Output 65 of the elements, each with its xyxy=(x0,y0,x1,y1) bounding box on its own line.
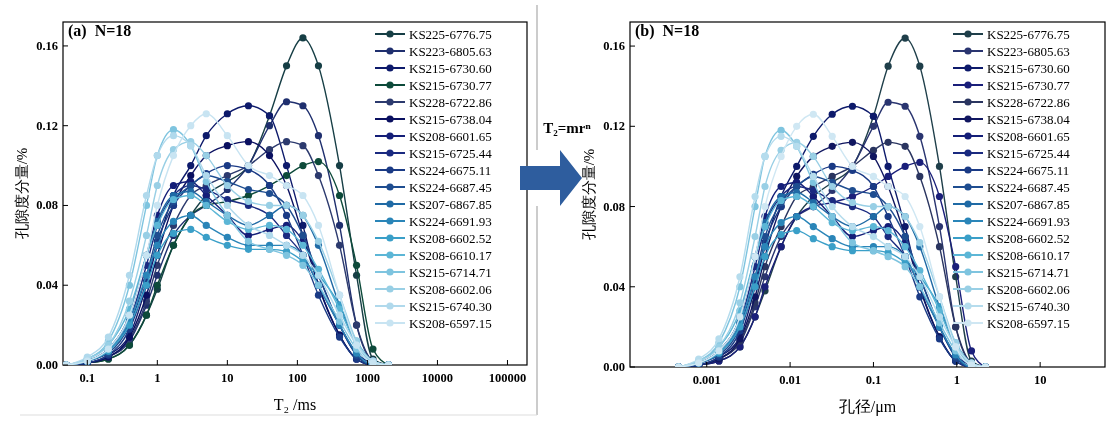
legend-label: KS224-6687.45 xyxy=(409,179,492,195)
x-tick-label: 0.1 xyxy=(865,373,882,387)
x-tick-label: 100 xyxy=(288,371,307,385)
legend-label: KS223-6805.63 xyxy=(987,43,1070,59)
legend-label: KS207-6867.85 xyxy=(987,196,1070,212)
legend-label: KS215-6730.60 xyxy=(409,60,492,76)
legend-label: KS215-6738.04 xyxy=(987,111,1071,127)
legend-label: KS208-6601.65 xyxy=(409,128,492,144)
y-axis-title: 孔隙度分量/% xyxy=(581,148,597,241)
legend-label: KS224-6691.93 xyxy=(987,213,1070,229)
legend-label: KS215-6725.44 xyxy=(409,145,493,161)
legend-label: KS223-6805.63 xyxy=(409,43,492,59)
x-tick-label: 1 xyxy=(953,373,960,387)
legend-label: KS208-6610.17 xyxy=(409,247,493,263)
legend-label: KS215-6740.30 xyxy=(987,298,1070,314)
y-tick-label: 0.04 xyxy=(603,279,626,294)
legend-label: KS208-6601.65 xyxy=(987,128,1070,144)
legend-label: KS208-6597.15 xyxy=(987,315,1070,331)
legend-label: KS215-6714.71 xyxy=(987,264,1070,280)
x-tick-label: 100000 xyxy=(488,371,527,385)
legend-label: KS215-6738.04 xyxy=(409,111,493,127)
legend-label: KS215-6725.44 xyxy=(987,145,1071,161)
legend-label: KS215-6714.71 xyxy=(409,264,492,280)
legend-label: KS208-6602.06 xyxy=(409,281,493,297)
legend-label: KS208-6597.15 xyxy=(409,315,492,331)
legend-label: KS225-6776.75 xyxy=(409,26,492,42)
chart-title: (a) N=18 xyxy=(68,22,132,40)
legend-label: KS215-6730.77 xyxy=(987,77,1071,93)
x-tick-label: 10000 xyxy=(421,371,454,385)
y-tick-label: 0.08 xyxy=(36,198,58,213)
legend-label: KS228-6722.86 xyxy=(987,94,1071,110)
y-tick-label: 0.12 xyxy=(36,118,58,133)
legend-label: KS208-6610.17 xyxy=(987,247,1071,263)
x-tick-label: 0.1 xyxy=(79,371,96,385)
x-tick-label: 1 xyxy=(154,371,161,385)
legend-label: KS215-6740.30 xyxy=(409,298,492,314)
legend-label: KS225-6776.75 xyxy=(987,26,1070,42)
legend-label: KS224-6675.11 xyxy=(409,162,492,178)
x-tick-label: 10 xyxy=(1033,373,1047,387)
legend-label: KS215-6730.77 xyxy=(409,77,493,93)
legend-label: KS224-6687.45 xyxy=(987,179,1070,195)
x-axis-title: 孔径/μm xyxy=(838,398,897,416)
y-tick-label: 0.12 xyxy=(603,119,625,134)
legend-label: KS208-6602.52 xyxy=(409,230,492,246)
text: T₂=mrⁿ xyxy=(543,120,592,136)
legend-label: KS208-6602.06 xyxy=(987,281,1071,297)
x-tick-label: 0.01 xyxy=(779,373,802,387)
y-tick-label: 0.00 xyxy=(36,358,58,372)
y-tick-label: 0.00 xyxy=(603,360,625,374)
x-tick-label: 0.001 xyxy=(692,373,721,387)
y-tick-label: 0.16 xyxy=(603,39,625,54)
y-axis-title: 孔隙度分量/% xyxy=(14,147,30,240)
chart-title: (b) N=18 xyxy=(635,22,700,40)
y-tick-label: 0.16 xyxy=(36,38,58,53)
legend-label: KS207-6867.85 xyxy=(409,196,492,212)
x-tick-label: 10 xyxy=(221,371,234,385)
y-tick-label: 0.04 xyxy=(36,278,59,293)
legend-label: KS208-6602.52 xyxy=(987,230,1070,246)
x-tick-label: 1000 xyxy=(354,371,380,385)
y-tick-label: 0.08 xyxy=(603,199,625,214)
x-axis-title: T₂ /ms xyxy=(273,396,317,413)
legend-label: KS215-6730.60 xyxy=(987,60,1070,76)
legend-label: KS224-6675.11 xyxy=(987,162,1070,178)
legend-label: KS228-6722.86 xyxy=(409,94,493,110)
legend-label: KS224-6691.93 xyxy=(409,213,492,229)
